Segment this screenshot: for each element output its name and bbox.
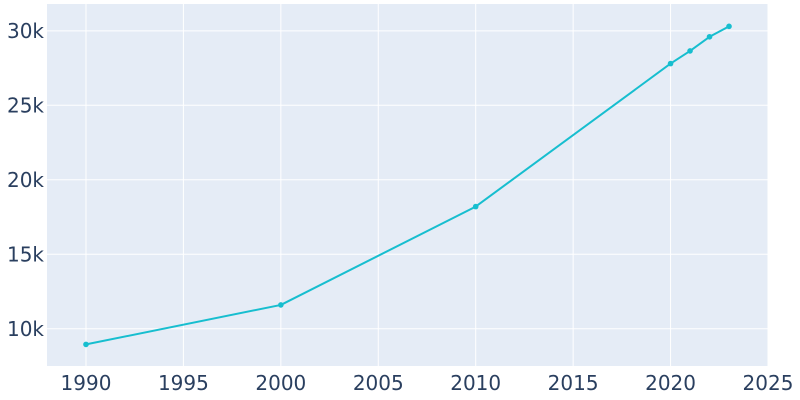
x-tick-label: 2020 <box>645 371 696 395</box>
y-tick-label: 25k <box>7 93 44 117</box>
data-point <box>83 341 89 348</box>
y-tick-label: 15k <box>7 242 44 266</box>
data-point <box>472 203 479 210</box>
x-tick-label: 2005 <box>353 371 404 395</box>
data-point <box>726 23 732 30</box>
y-tick-label: 10k <box>7 317 44 341</box>
x-tick-label: 2010 <box>450 371 501 395</box>
x-tick-label: 2015 <box>548 371 599 395</box>
plot-area <box>47 4 768 366</box>
x-axis-tick-labels: 1990 1995 2000 2005 2010 2015 2020 2025 <box>61 371 794 395</box>
data-point <box>706 33 713 40</box>
y-tick-label: 30k <box>7 19 44 43</box>
data-point <box>667 60 674 67</box>
x-tick-label: 2025 <box>743 371 794 395</box>
x-tick-label: 1990 <box>61 371 112 395</box>
data-point <box>278 302 284 308</box>
y-gridlines <box>47 30 768 330</box>
x-tick-label: 1995 <box>158 371 209 395</box>
y-axis-tick-labels: 10k 15k 20k 25k 30k <box>7 19 44 341</box>
x-tick-label: 2000 <box>255 371 306 395</box>
data-point <box>687 48 693 54</box>
series-layer <box>83 23 732 348</box>
y-tick-label: 20k <box>7 168 44 192</box>
